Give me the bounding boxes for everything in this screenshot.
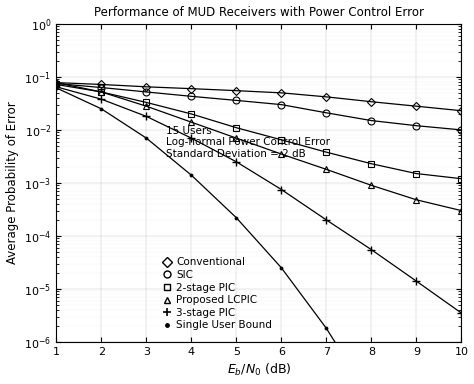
Y-axis label: Average Probability of Error: Average Probability of Error xyxy=(6,101,18,264)
Title: Performance of MUD Receivers with Power Control Error: Performance of MUD Receivers with Power … xyxy=(94,5,424,18)
X-axis label: $E_b/N_0$ (dB): $E_b/N_0$ (dB) xyxy=(227,362,291,379)
Legend: Conventional, SIC, 2-stage PIC, Proposed LCPIC, 3-stage PIC, Single User Bound: Conventional, SIC, 2-stage PIC, Proposed… xyxy=(163,257,272,330)
Text: 15 Users
Log-normal Power Control Error
Standard Deviation = 2 dB: 15 Users Log-normal Power Control Error … xyxy=(166,126,330,159)
